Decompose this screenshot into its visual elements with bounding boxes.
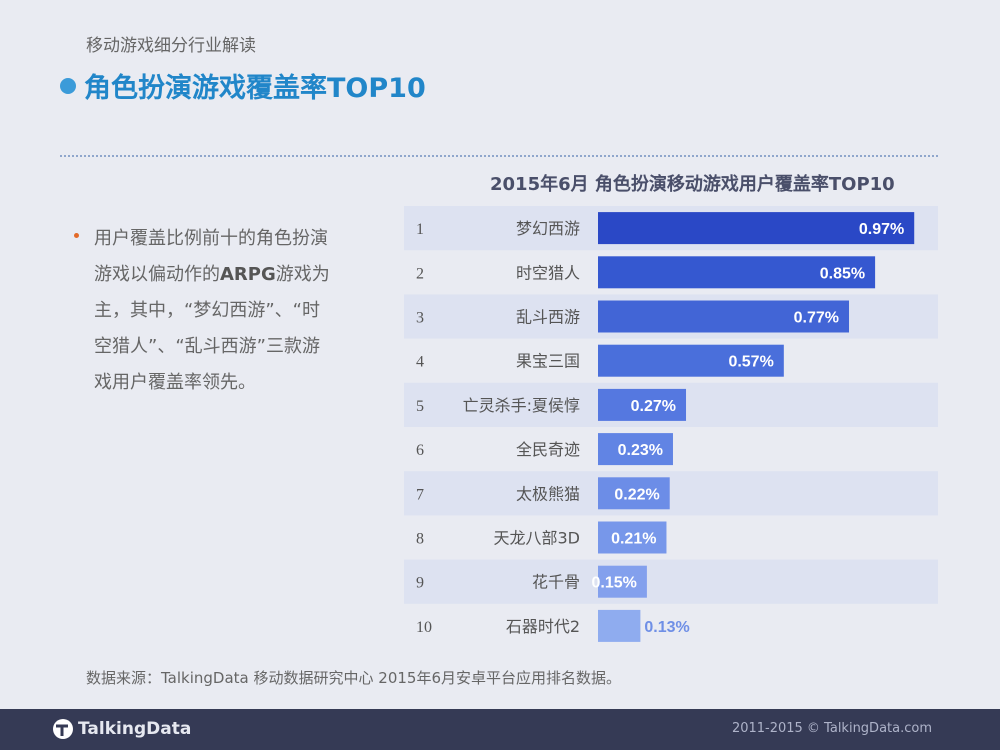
category-label: 乱斗西游 [516,308,580,327]
insight-text-after: 游戏为主，其中，“梦幻西游”、“时空猎人”、“乱斗西游”三款游戏用户覆盖率领先。 [94,264,330,393]
rank-label: 1 [416,221,424,238]
category-label: 全民奇迹 [516,440,580,459]
bar [598,565,647,598]
dotted-divider [60,155,938,157]
insight-text: 用户覆盖比例前十的角色扮演游戏以偏动作的ARPG游戏为主，其中，“梦幻西游”、“… [94,221,336,401]
rank-label: 8 [416,531,424,548]
value-label: 0.57% [728,354,773,371]
logo-text: TalkingData [78,719,192,739]
bullet-dot [74,233,79,238]
category-label: 梦幻西游 [516,219,580,238]
value-label: 0.85% [820,265,865,282]
rank-label: 4 [416,354,424,371]
bar-chart: 1 梦幻西游 0.97% 2 时空猎人 0.85% 3 乱斗西游 0.77% 4 果宝三国 0.57%… [404,206,938,642]
bar [598,433,673,466]
data-source: 数据来源：TalkingData 移动数据研究中心 2015年6月安卓平台应用排… [86,669,621,687]
category-label: 天龙八部3D [493,529,580,548]
bar [598,609,641,642]
category-label: 花千骨 [532,573,580,592]
value-label: 0.21% [611,531,656,548]
category-label: 太极熊猫 [516,484,580,503]
value-label: 0.15% [592,575,637,592]
talkingdata-logo: TalkingData [52,718,191,740]
rank-label: 6 [416,442,424,459]
rank-label: 10 [416,619,432,636]
bar [598,212,915,245]
rank-label: 9 [416,575,424,592]
copyright: 2011-2015 © TalkingData.com [731,721,932,736]
rank-label: 7 [416,486,424,503]
row-band [404,559,938,604]
value-label: 0.13% [644,619,689,636]
rank-label: 3 [416,310,424,327]
category-label: 果宝三国 [516,352,580,371]
page-title: 角色扮演游戏覆盖率TOP10 [84,73,426,104]
rank-label: 2 [416,265,424,282]
category-label: 亡灵杀手:夏侯惇 [463,396,580,415]
insight-highlight: ARPG [220,264,276,285]
title-row: 角色扮演游戏覆盖率TOP10 [60,66,426,105]
value-label: 0.77% [794,310,839,327]
category-label: 时空猎人 [516,263,580,282]
insight-bullet: 用户覆盖比例前十的角色扮演游戏以偏动作的ARPG游戏为主，其中，“梦幻西游”、“… [74,221,336,401]
value-label: 0.22% [614,486,659,503]
category-label: 石器时代2 [506,617,580,636]
rank-label: 5 [416,398,424,415]
row-band [404,471,938,516]
bar [598,300,850,333]
title-bullet-dot [60,77,76,94]
page-subtitle: 移动游戏细分行业解读 [86,36,256,56]
bar [598,344,784,377]
bar [598,477,670,510]
footer-bar: TalkingData 2011-2015 © TalkingData.com [0,709,1000,750]
value-label: 0.27% [631,398,676,415]
value-label: 0.97% [859,221,904,238]
bar [598,256,876,289]
bar [598,521,667,554]
logo-icon [53,719,73,739]
bar [598,388,687,421]
chart-title: 2015年6月 角色扮演移动游戏用户覆盖率TOP10 [490,174,895,195]
insight-text-before: 用户覆盖比例前十的角色扮演游戏以偏动作的 [94,228,328,285]
value-label: 0.23% [618,442,663,459]
